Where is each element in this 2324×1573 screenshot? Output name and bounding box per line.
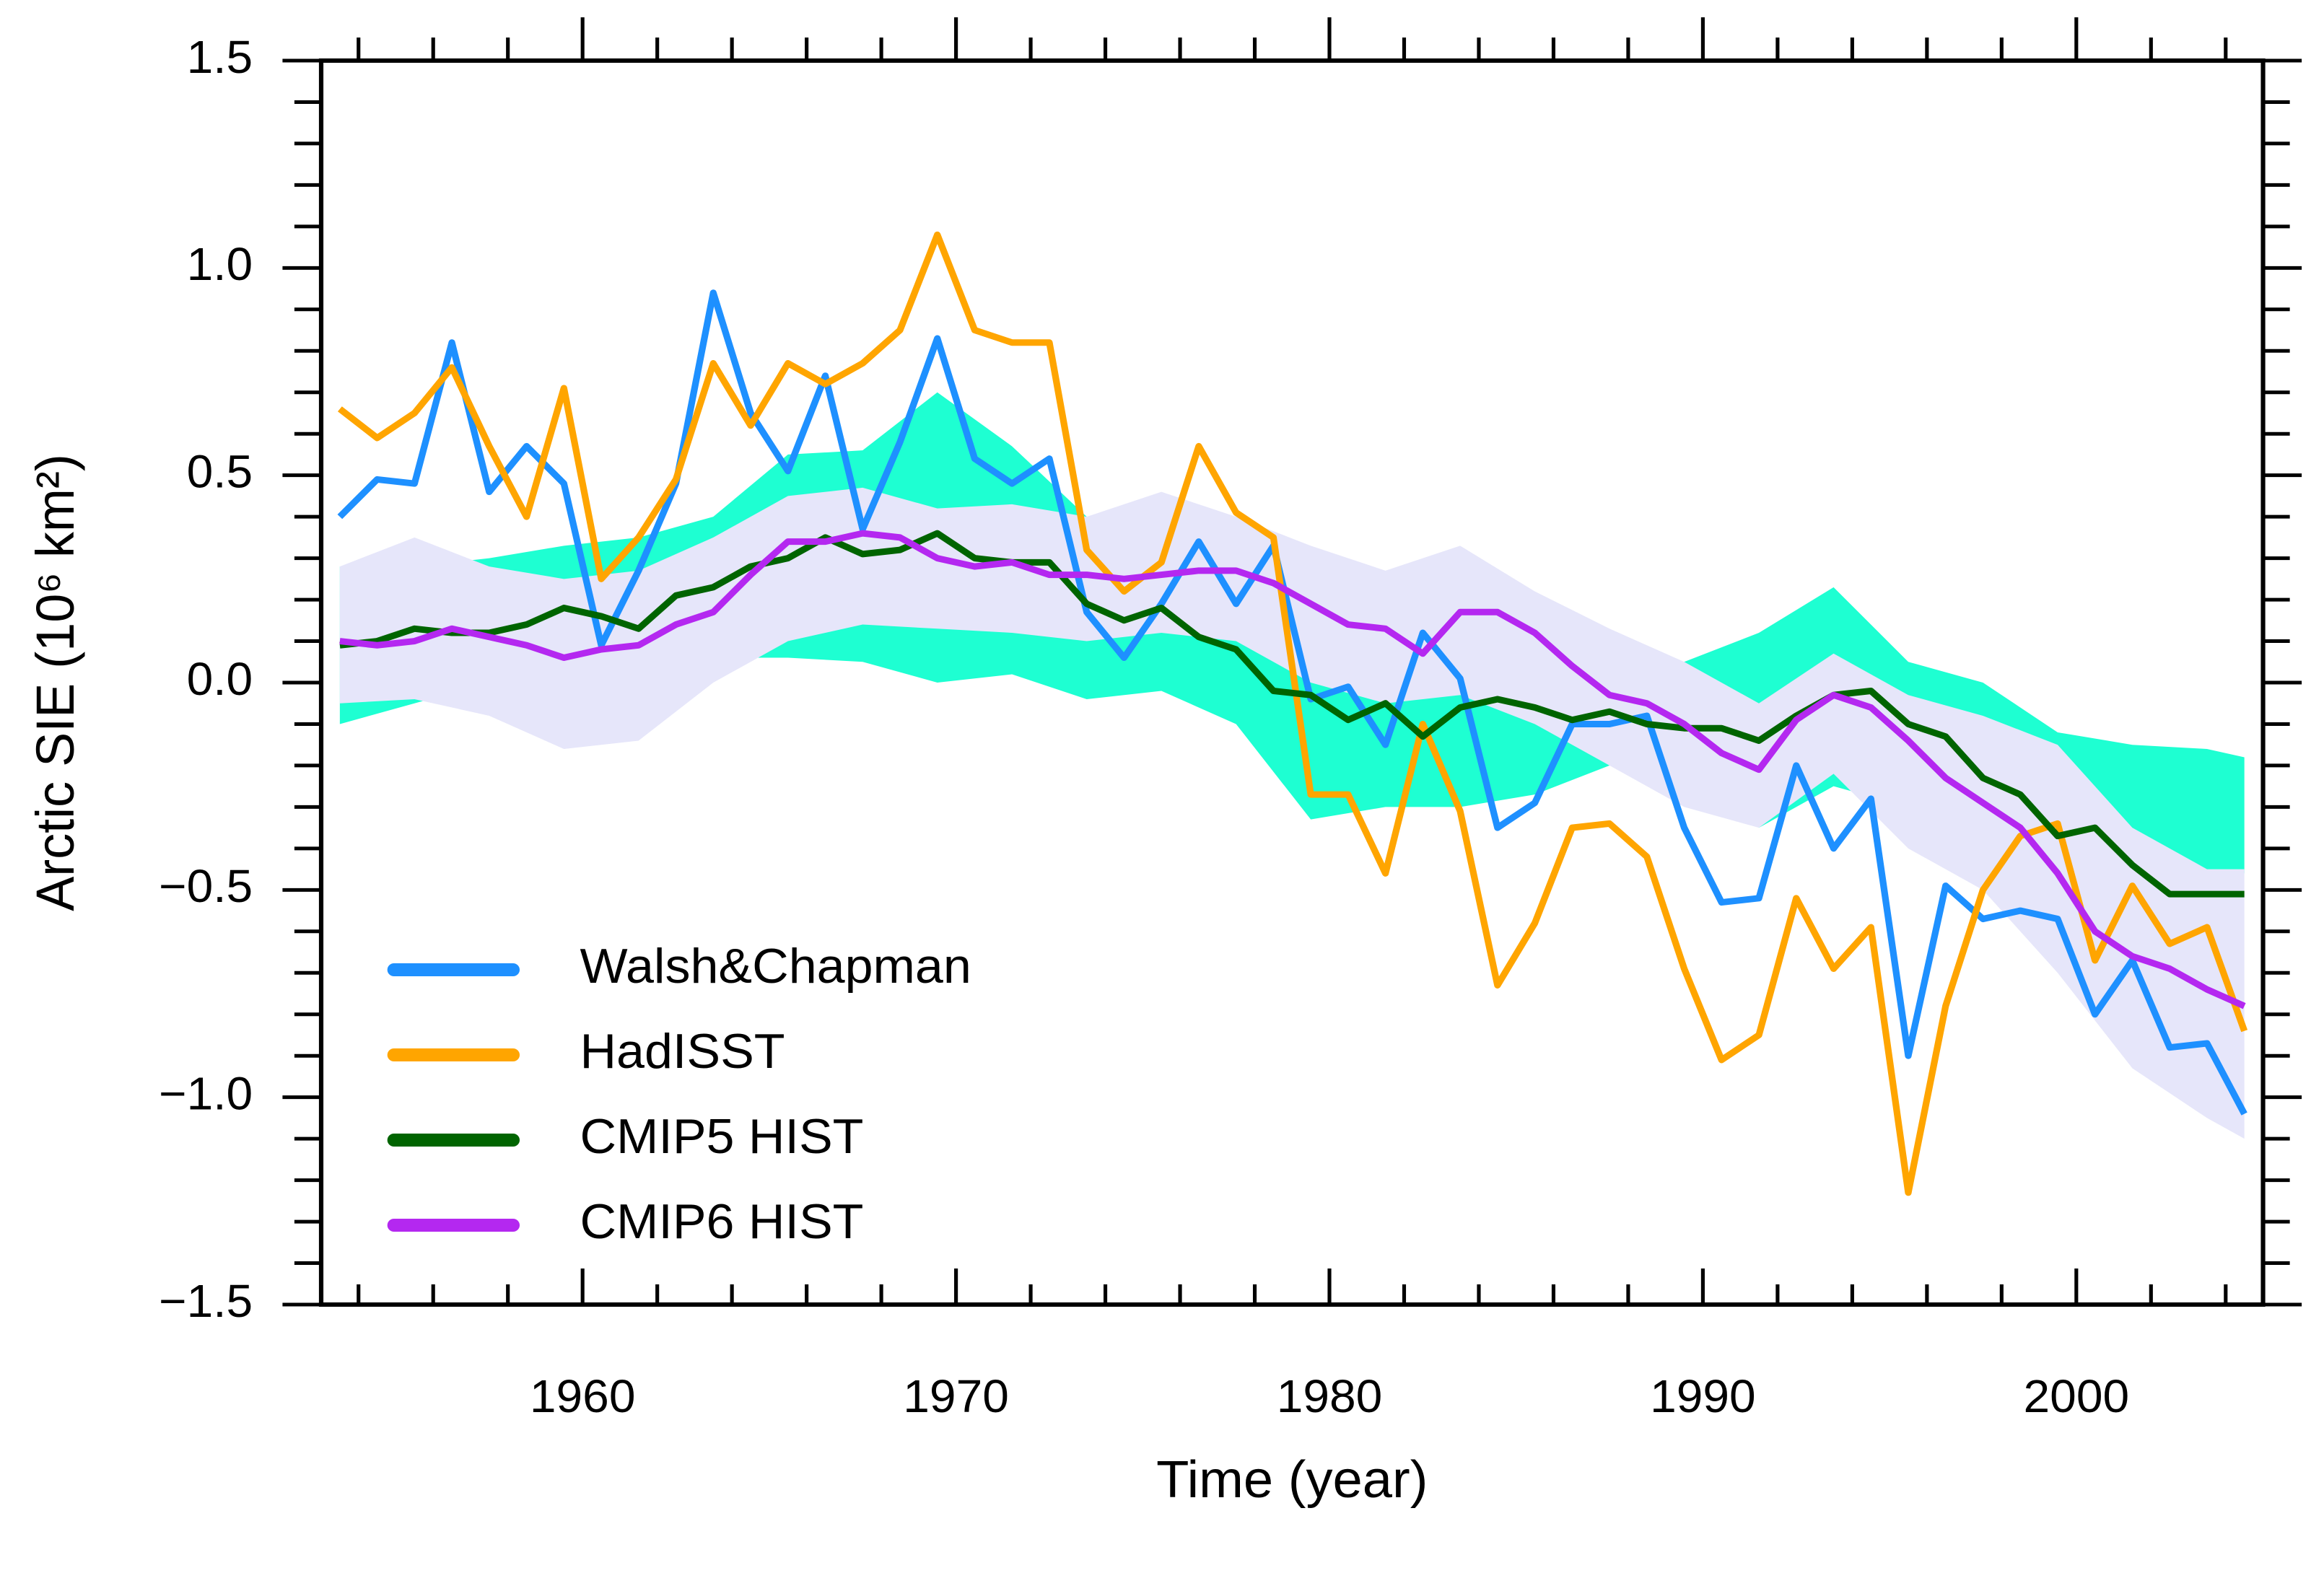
lines: [337, 231, 2248, 1196]
x-axis-label: Time (year): [1156, 1451, 1428, 1509]
series-line: [337, 289, 2247, 1116]
y-tick-label: −1.5: [159, 1275, 253, 1327]
y-tick-label: 0.0: [187, 653, 253, 705]
x-tick-label: 1980: [1277, 1370, 1383, 1422]
legend-label: HadISST: [580, 1024, 785, 1079]
y-tick-label: −0.5: [159, 860, 253, 912]
y-axis-label: Arctic SIE (10⁶ km²): [26, 454, 85, 911]
x-tick-label: 1960: [530, 1370, 636, 1422]
x-tick-label: 1990: [1650, 1370, 1756, 1422]
legend-label: CMIP6 HIST: [580, 1194, 863, 1249]
y-tick-label: −1.0: [159, 1067, 253, 1119]
x-tick-label: 2000: [2024, 1370, 2130, 1422]
y-tick-label: 1.0: [187, 238, 253, 290]
x-tick-label: 1970: [903, 1370, 1009, 1422]
axes: 1960 1970 1980 1990 2000 1.5 1.0 0.5 0.0 −0.5 −1.0…: [159, 17, 2302, 1422]
series-line: [339, 530, 2246, 1009]
y-tick-label: 0.5: [187, 445, 253, 497]
series-line: [337, 231, 2248, 1196]
legend-label: Walsh&Chapman: [580, 939, 971, 994]
series-line: [339, 530, 2245, 898]
y-tick-label: 1.5: [187, 31, 253, 83]
legend-label: CMIP5 HIST: [580, 1109, 863, 1164]
